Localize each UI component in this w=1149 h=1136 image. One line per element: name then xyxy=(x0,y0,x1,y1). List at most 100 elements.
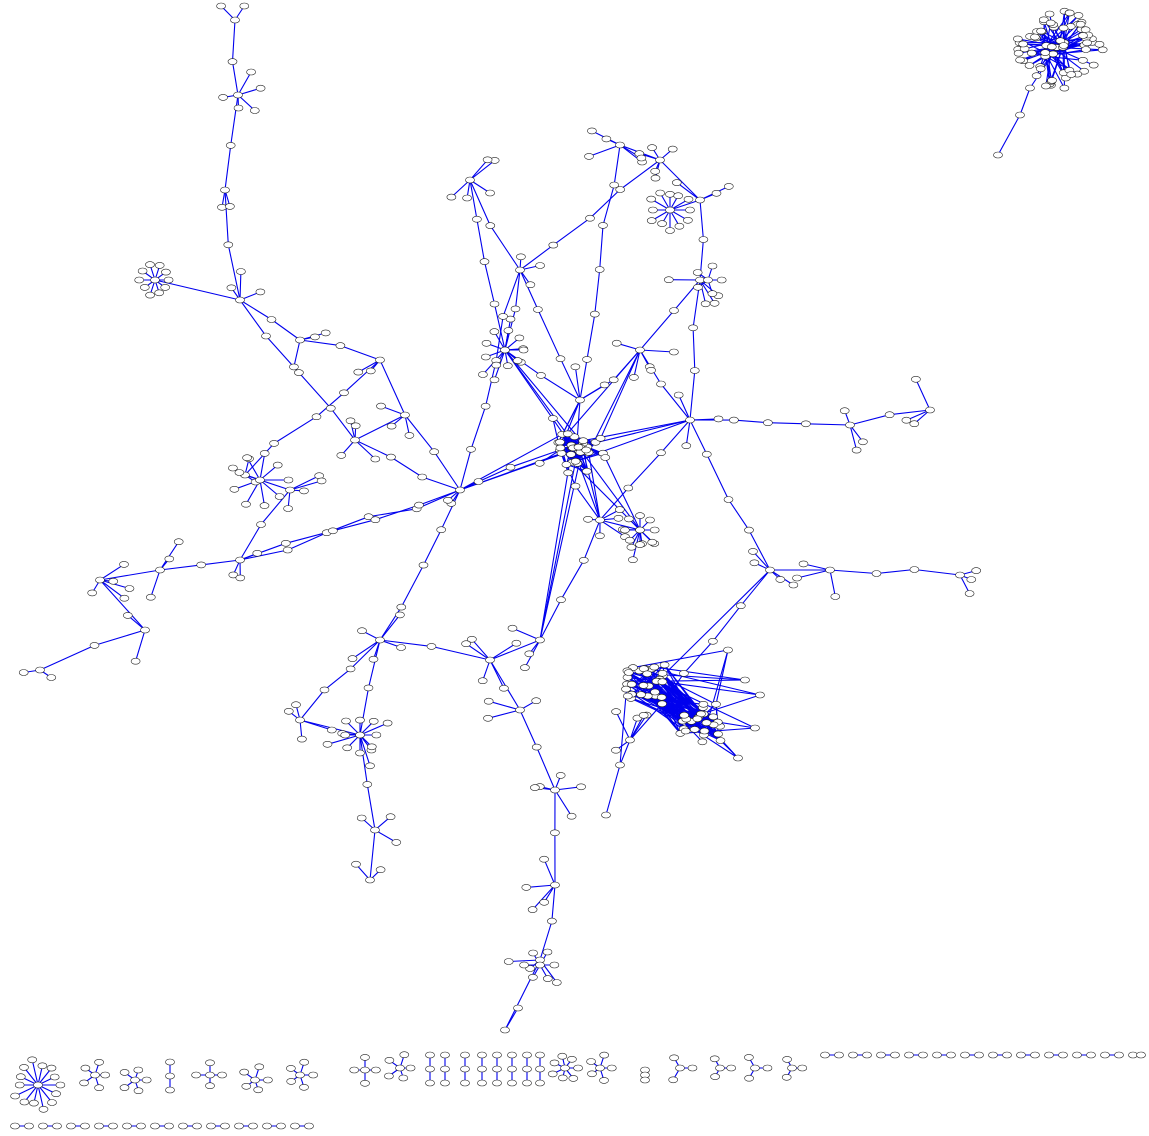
node-main-network[interactable] xyxy=(473,478,484,485)
node-main-network[interactable] xyxy=(534,459,545,467)
node-top-right-dense-hub[interactable] xyxy=(1075,20,1086,28)
node-top-right-dense-hub[interactable] xyxy=(1027,49,1037,57)
node-main-network[interactable] xyxy=(46,674,57,681)
node-main-network[interactable] xyxy=(635,541,645,548)
node-right-dense-cluster[interactable] xyxy=(622,692,633,700)
node-main-network[interactable] xyxy=(964,590,975,597)
node-main-network[interactable] xyxy=(295,336,305,344)
node-main-network[interactable] xyxy=(261,332,271,340)
node-bottom-pairs-row[interactable] xyxy=(988,1051,998,1059)
node-main-network[interactable] xyxy=(283,707,294,715)
node-main-network[interactable] xyxy=(480,353,491,361)
node-bottom-pairs-row[interactable] xyxy=(94,1122,104,1130)
node-main-network[interactable] xyxy=(196,561,206,569)
node-small-components-row[interactable] xyxy=(547,1070,558,1078)
node-main-network[interactable] xyxy=(291,701,301,709)
node-top-right-dense-hub[interactable] xyxy=(1036,27,1046,35)
node-main-network[interactable] xyxy=(528,973,538,981)
node-small-components-row[interactable] xyxy=(507,1065,517,1073)
node-right-dense-cluster[interactable] xyxy=(733,754,743,762)
node-right-dense-cluster[interactable] xyxy=(692,715,703,723)
node-bottom-pairs-row[interactable] xyxy=(248,1122,258,1130)
node-top-right-dense-hub[interactable] xyxy=(1012,35,1023,43)
node-small-components-row[interactable] xyxy=(119,1069,130,1076)
node-main-network[interactable] xyxy=(462,194,472,202)
node-main-network[interactable] xyxy=(353,368,364,376)
node-main-network[interactable] xyxy=(549,961,560,969)
node-main-network[interactable] xyxy=(595,434,606,442)
node-small-components-row[interactable] xyxy=(133,1087,144,1094)
node-main-network[interactable] xyxy=(709,299,720,307)
node-main-network[interactable] xyxy=(382,719,393,727)
node-small-components-row[interactable] xyxy=(165,1072,175,1080)
node-main-network[interactable] xyxy=(336,452,347,459)
node-small-components-row[interactable] xyxy=(535,1065,545,1073)
node-small-components-row[interactable] xyxy=(360,1066,370,1074)
node-main-network[interactable] xyxy=(955,571,965,579)
node-small-components-row[interactable] xyxy=(460,1079,470,1087)
node-bottom-pairs-row[interactable] xyxy=(220,1122,230,1130)
node-small-components-row[interactable] xyxy=(217,1071,227,1079)
node-main-network[interactable] xyxy=(154,262,165,269)
node-bottom-pairs-row[interactable] xyxy=(862,1051,872,1059)
node-small-components-row[interactable] xyxy=(19,1064,29,1071)
node-small-components-row[interactable] xyxy=(460,1051,470,1059)
node-small-components-row[interactable] xyxy=(587,1070,597,1078)
node-main-network[interactable] xyxy=(356,814,367,822)
node-bottom-pairs-row[interactable] xyxy=(150,1122,160,1130)
node-small-components-row[interactable] xyxy=(669,1054,679,1062)
node-main-network[interactable] xyxy=(673,391,684,399)
node-right-dense-cluster[interactable] xyxy=(689,726,700,733)
node-main-network[interactable] xyxy=(542,948,553,956)
node-small-components-row[interactable] xyxy=(640,1076,650,1084)
node-top-right-dense-hub[interactable] xyxy=(1035,65,1046,73)
node-main-network[interactable] xyxy=(551,979,562,986)
node-main-network[interactable] xyxy=(485,222,496,229)
node-main-network[interactable] xyxy=(858,438,868,446)
node-main-network[interactable] xyxy=(584,153,594,160)
node-top-right-dense-hub[interactable] xyxy=(1094,40,1105,48)
node-main-network[interactable] xyxy=(798,560,809,568)
node-right-dense-cluster[interactable] xyxy=(698,700,709,708)
node-main-network[interactable] xyxy=(220,186,230,194)
node-main-network[interactable] xyxy=(230,16,240,24)
node-main-network[interactable] xyxy=(235,296,245,304)
node-main-network[interactable] xyxy=(966,576,977,583)
node-main-network[interactable] xyxy=(465,176,475,184)
node-right-dense-cluster[interactable] xyxy=(626,680,637,688)
node-small-components-row[interactable] xyxy=(425,1079,435,1087)
node-main-network[interactable] xyxy=(173,538,184,546)
node-main-network[interactable] xyxy=(130,657,141,665)
node-main-network[interactable] xyxy=(242,454,252,462)
node-main-network[interactable] xyxy=(269,440,279,447)
node-main-network[interactable] xyxy=(491,361,502,369)
node-main-network[interactable] xyxy=(566,451,576,458)
node-main-network[interactable] xyxy=(711,190,722,197)
node-main-network[interactable] xyxy=(570,482,581,490)
node-main-network[interactable] xyxy=(655,189,666,197)
node-small-components-row[interactable] xyxy=(599,1051,610,1059)
node-bottom-pairs-row[interactable] xyxy=(960,1051,970,1059)
node-main-network[interactable] xyxy=(511,639,522,647)
node-top-right-dense-hub[interactable] xyxy=(1047,43,1057,51)
node-main-network[interactable] xyxy=(160,284,170,291)
node-small-components-row[interactable] xyxy=(130,1076,140,1084)
node-small-components-row[interactable] xyxy=(79,1079,89,1087)
node-main-network[interactable] xyxy=(325,404,336,412)
node-main-network[interactable] xyxy=(418,561,429,569)
node-main-network[interactable] xyxy=(350,436,360,444)
node-main-network[interactable] xyxy=(485,189,495,197)
node-right-dense-cluster[interactable] xyxy=(679,711,690,719)
node-main-network[interactable] xyxy=(396,644,406,651)
node-main-network[interactable] xyxy=(685,206,695,214)
node-small-components-row[interactable] xyxy=(492,1079,502,1087)
node-main-network[interactable] xyxy=(683,217,693,224)
node-right-dense-cluster[interactable] xyxy=(642,670,653,678)
node-main-network[interactable] xyxy=(623,484,634,492)
node-bottom-pairs-row[interactable] xyxy=(1086,1051,1096,1059)
node-main-network[interactable] xyxy=(235,556,245,564)
node-small-components-row[interactable] xyxy=(568,1075,579,1082)
node-top-right-dense-hub[interactable] xyxy=(1066,71,1076,78)
node-main-network[interactable] xyxy=(763,419,773,427)
node-main-network[interactable] xyxy=(703,276,713,284)
